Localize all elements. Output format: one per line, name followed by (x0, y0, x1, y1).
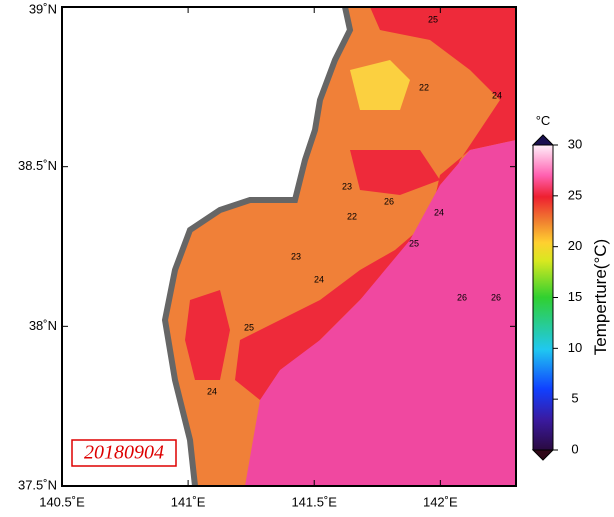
colorbar (532, 144, 554, 451)
contour-label: 25 (244, 322, 254, 332)
map-frame (61, 6, 517, 487)
contour-label: 22 (347, 211, 357, 221)
colorbar-max-arrow (531, 134, 555, 146)
y-tick-label: 39˚N (29, 1, 57, 16)
temperature-field (161, 7, 516, 486)
contour-label: 26 (384, 196, 394, 206)
contour-label: 26 (457, 292, 467, 302)
contour-label: 23 (291, 251, 301, 261)
x-tick-label: 141.5˚E (291, 494, 337, 509)
colorbar-tick-label: 5 (571, 391, 578, 406)
x-tick-label: 140.5˚E (39, 494, 85, 509)
colorbar-tick-label: 15 (568, 289, 582, 304)
contour-label: 22 (419, 82, 429, 92)
contour-label: 24 (314, 274, 324, 284)
contour-label: 24 (492, 90, 502, 100)
y-tick-label: 38.5˚N (18, 158, 57, 173)
date-border (71, 439, 177, 467)
colorbar-title: Temperture(°C) (591, 239, 610, 355)
colorbar-tick-label: 25 (568, 187, 582, 202)
date-box: 20180904 (71, 439, 177, 467)
contour-label: 25 (428, 14, 438, 24)
y-tick-label: 38˚N (29, 318, 57, 333)
colorbar-tick-label: 20 (568, 238, 582, 253)
contour-label: 23 (342, 181, 352, 191)
date-label: 20180904 (84, 442, 164, 464)
colorbar-tick-label: 10 (568, 340, 582, 355)
x-tick-label: 141˚E (171, 494, 206, 509)
colorbar-tick-label: 0 (571, 441, 578, 456)
x-tick-label: 142˚E (423, 494, 458, 509)
colorbar-unit: °C (536, 113, 551, 128)
colorbar-tick-label: 30 (568, 136, 582, 151)
colorbar-min-arrow (531, 449, 555, 461)
contour-label: 25 (409, 238, 419, 248)
contour-label: 24 (207, 386, 217, 396)
contour-label: 26 (491, 292, 501, 302)
y-tick-label: 37.5˚N (18, 477, 57, 492)
contour-label: 24 (434, 207, 444, 217)
